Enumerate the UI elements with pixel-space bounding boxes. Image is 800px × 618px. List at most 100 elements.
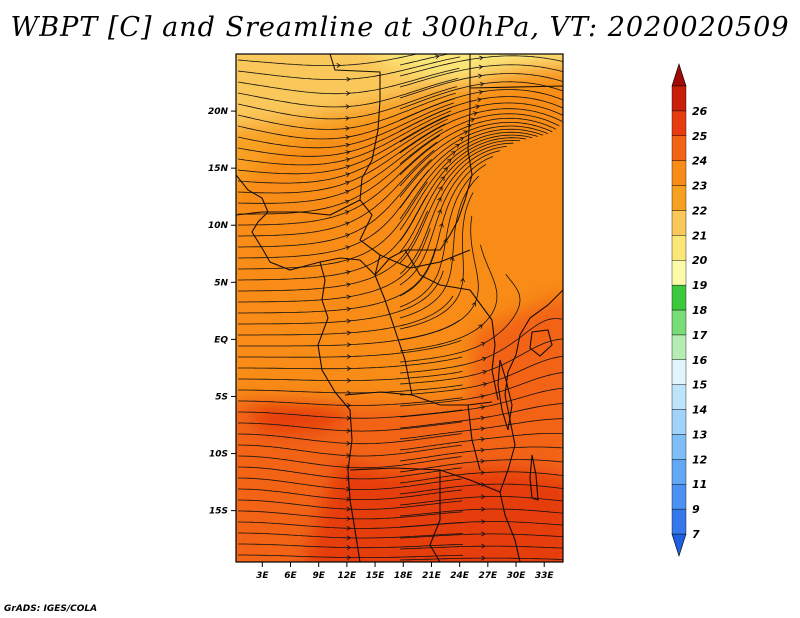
streamline-arrow (481, 555, 486, 561)
streamline-arrow (345, 115, 350, 121)
streamline (399, 471, 563, 484)
streamline-arrow (346, 415, 352, 421)
colorbar-swatch (671, 434, 687, 460)
streamline-arrow (480, 405, 486, 410)
streamline (399, 403, 563, 429)
colorbar-label: 16 (692, 354, 708, 367)
streamline-arrow (480, 394, 486, 399)
streamline-arrow (480, 494, 486, 500)
streamline-arrow (346, 76, 351, 82)
border-2 (374, 54, 473, 276)
colorbar-label: 25 (692, 130, 708, 143)
border-8 (429, 470, 441, 562)
streamline-arrow (346, 453, 351, 458)
x-tick-label: 27E (478, 571, 498, 581)
streamline-arrow (346, 516, 351, 522)
streamline-arrow (471, 301, 477, 307)
streamline (399, 355, 563, 396)
x-tick-label: 24E (450, 571, 470, 581)
wbpt-fill-southwest-23 (236, 474, 300, 562)
streamline-arrow (479, 55, 484, 61)
colorbar-swatch (671, 135, 687, 161)
colorbar-label: 9 (692, 503, 700, 516)
y-tick-label: 15S (209, 507, 228, 517)
streamline-arrow (345, 233, 350, 238)
x-tick-label: 18E (394, 571, 414, 581)
colorbar-label: 26 (692, 105, 708, 118)
colorbar-swatch (671, 85, 687, 112)
lake-malawi (529, 454, 539, 501)
streamline-arrow (346, 342, 352, 348)
streamline-arrow (478, 64, 484, 70)
streamline-arrow (344, 221, 350, 227)
colorbar-swatch (671, 508, 687, 535)
colorbar-swatch (671, 260, 687, 286)
streamline (399, 533, 563, 539)
streamline-arrow (455, 143, 460, 149)
x-tick-label: 3E (256, 571, 269, 581)
y-tick-label: 10N (208, 221, 229, 231)
streamline-arrow (346, 545, 352, 550)
border-12 (379, 249, 471, 269)
colorbar-swatch (671, 110, 687, 136)
coastline-west (236, 174, 361, 562)
colorbar-label: 12 (692, 453, 708, 466)
streamline-arrow (449, 256, 455, 261)
streamline-arrow (344, 210, 350, 215)
streamline-arrow (346, 330, 352, 336)
streamline-arrow (345, 157, 351, 162)
streamline-arrow (345, 91, 351, 96)
streamline-arrow (336, 63, 342, 68)
streamline-arrow (480, 436, 486, 442)
colorbar-arrow-bottom (671, 533, 687, 557)
streamline-arrow (437, 196, 442, 202)
streamline-arrow (443, 167, 448, 172)
streamline (399, 446, 563, 462)
streamline (399, 496, 563, 506)
y-tick-label: 10S (209, 450, 228, 460)
streamline-arrow (346, 402, 352, 408)
colorbar-label: 17 (692, 329, 708, 342)
wbpt-fill-se-patch-24 (250, 402, 350, 434)
streamline (399, 54, 451, 66)
map-frame (235, 53, 564, 563)
colorbar-label: 19 (692, 279, 708, 292)
colorbar-swatch (671, 359, 687, 385)
streamline-arrow (481, 506, 486, 512)
streamline-arrow (481, 531, 486, 537)
y-tick-label: 5S (215, 392, 228, 402)
streamline-arrow (345, 257, 351, 263)
streamline-arrow (435, 54, 440, 59)
streamline-arrow (481, 543, 486, 549)
wbpt-fill-north-19 (378, 54, 563, 82)
streamline-arrow (440, 176, 445, 181)
x-tick-label: 12E (338, 571, 358, 581)
y-tick-label: EQ (214, 335, 228, 345)
streamline-arrow (346, 506, 351, 512)
wbpt-field (236, 54, 563, 562)
streamline-arrow (479, 81, 485, 87)
colorbar-swatch (671, 185, 687, 211)
y-tick-label: 20N (208, 107, 229, 117)
streamline (399, 459, 563, 473)
x-tick-label: 15E (366, 571, 386, 581)
streamline-arrow (467, 124, 472, 129)
lake-victoria (529, 329, 553, 357)
colorbar-label: 13 (692, 428, 708, 441)
colorbar-swatch (671, 384, 687, 410)
colorbar-swatch (671, 235, 687, 261)
streamline-arrow (478, 89, 484, 95)
colorbar-label: 14 (692, 404, 707, 417)
streamline-arrow (346, 306, 352, 312)
streamline-arrow (450, 151, 456, 156)
streamline-arrow (481, 356, 487, 362)
streamlines (237, 54, 563, 561)
streamline-arrow (481, 519, 486, 525)
x-tick-label: 6E (284, 571, 297, 581)
streamline-arrow (480, 415, 486, 421)
streamline-arrow (460, 277, 466, 283)
streamline (399, 557, 563, 561)
colorbar-arrow-top (671, 63, 687, 87)
x-tick-label: 33E (535, 571, 555, 581)
